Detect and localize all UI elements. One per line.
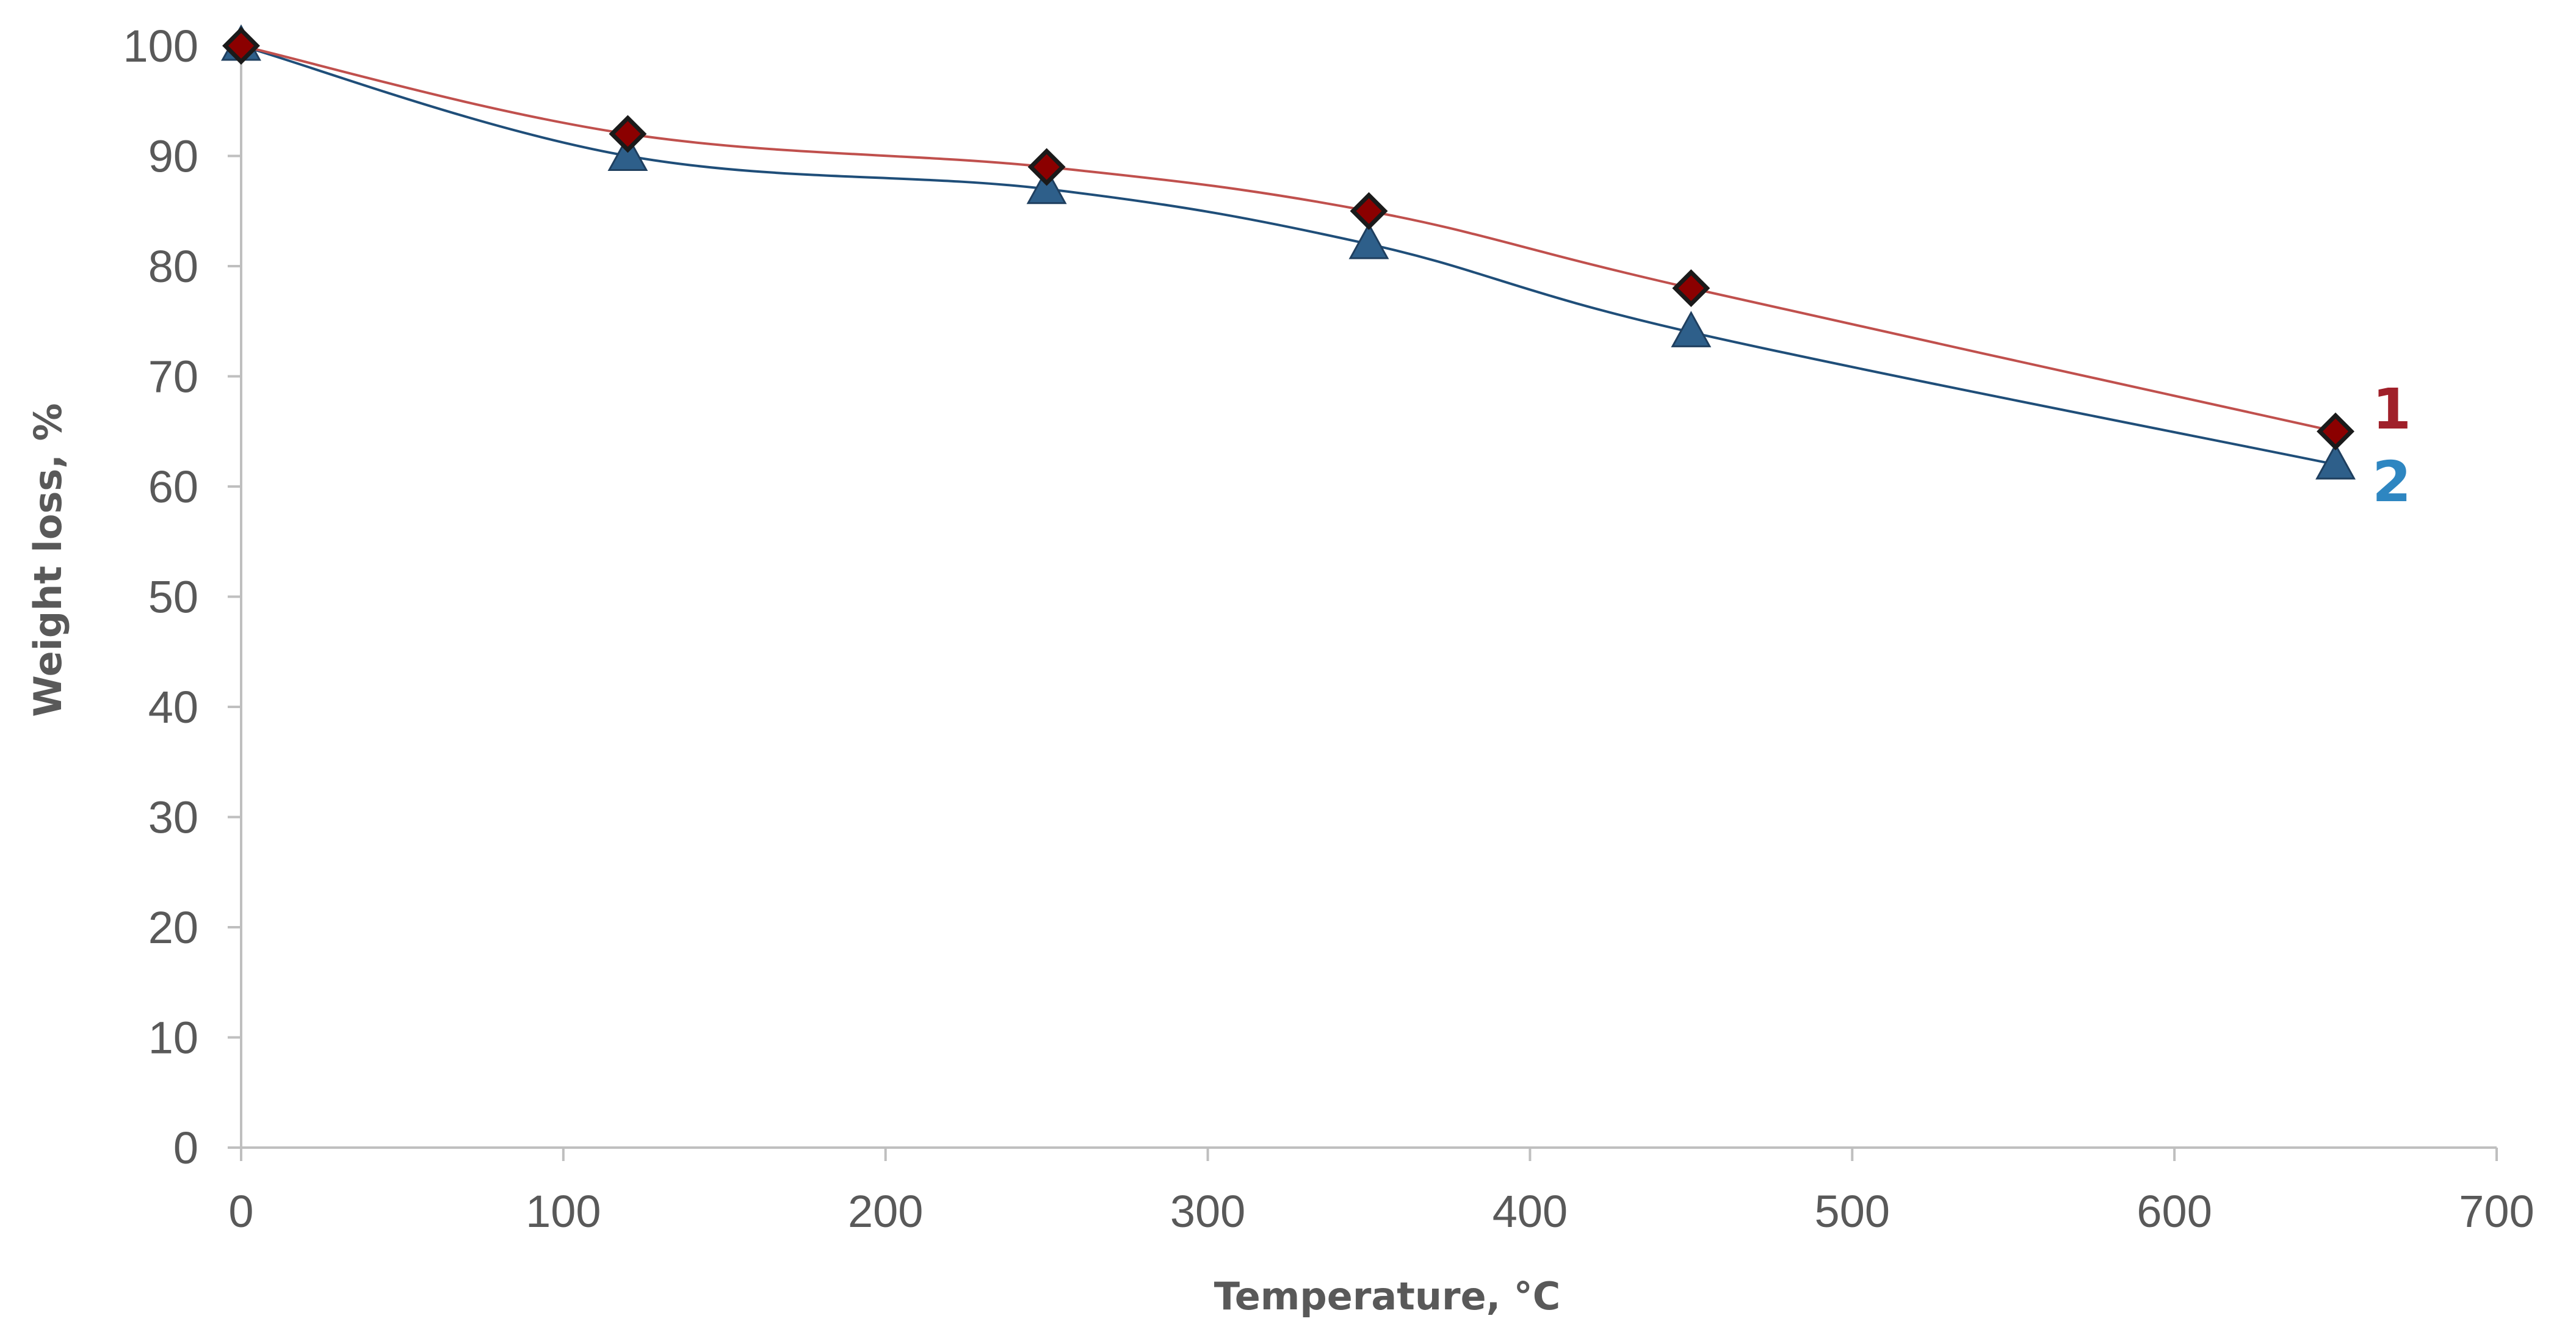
y-tick-label: 70 [148,352,198,402]
series-2-label: 2 [2372,449,2411,515]
x-tick-label: 500 [1815,1186,1890,1237]
markers [221,24,2356,480]
series-2-point [1348,222,1389,259]
x-axis-title: Temperature, °C [1214,1274,1561,1319]
x-ticks: 0 100 200 300 400 500 600 700 [228,1148,2534,1237]
series [241,45,2336,466]
y-tick-label: 60 [148,461,198,512]
y-tick-label: 20 [148,902,198,953]
y-tick-label: 40 [148,682,198,733]
series-2-point [2315,443,2356,480]
x-tick-label: 0 [228,1186,253,1237]
series-2-point [1026,167,1067,204]
series-1-label: 1 [2372,377,2411,442]
series-2-point [1671,311,1712,347]
y-tick-label: 0 [173,1123,198,1173]
y-tick-label: 10 [148,1013,198,1063]
series-2-point [607,134,648,172]
x-tick-label: 600 [2136,1186,2212,1237]
x-tick-label: 200 [848,1186,923,1237]
series-1-point [2317,412,2355,450]
series-labels: 12 [2372,377,2411,515]
y-ticks: 0 10 20 30 40 50 60 70 80 90 100 [123,21,241,1173]
series-1-point [1350,192,1388,230]
series-1-point [222,27,260,65]
y-tick-label: 90 [148,131,198,182]
x-tick-label: 700 [2459,1186,2534,1237]
x-tick-label: 300 [1170,1186,1245,1237]
y-tick-label: 50 [148,572,198,623]
series-2-line [241,45,2336,466]
series-1-point [1672,269,1710,308]
x-tick-label: 100 [526,1186,601,1237]
series-1-point [609,115,647,153]
series-1-point [1027,148,1066,186]
y-tick-label: 80 [148,241,198,292]
y-axis-title: Weight loss, % [26,403,70,717]
y-tick-label: 30 [148,792,198,843]
series-1-line [241,45,2336,433]
y-tick-label: 100 [123,21,198,71]
x-tick-label: 400 [1492,1186,1568,1237]
